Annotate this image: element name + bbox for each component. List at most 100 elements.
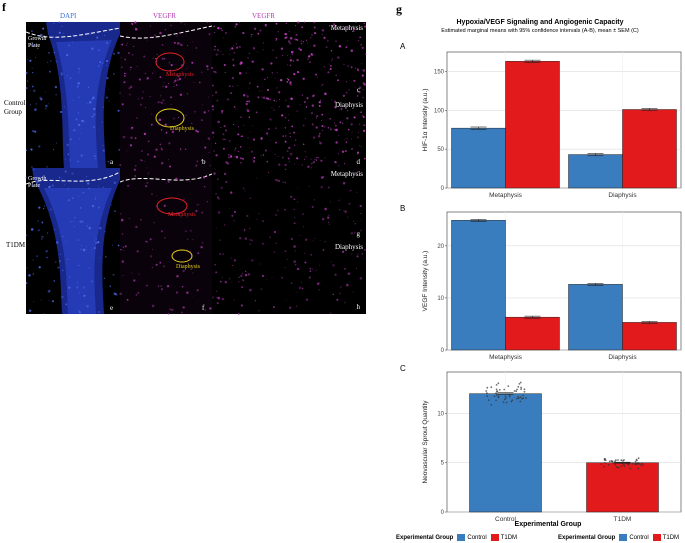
micrograph-vegfr-zoom-metaphysis-t1dm: Metaphysis g (212, 168, 366, 241)
data-point (522, 394, 524, 397)
data-point (496, 390, 498, 393)
data-point (611, 460, 613, 463)
bar-t1dm-diaphysis (622, 322, 677, 351)
micrograph-dapi-t1dm: Growth Plate e (26, 168, 120, 314)
data-point (604, 459, 607, 462)
data-point (520, 386, 522, 389)
legend-label-t1dm-2: T1DM (662, 534, 680, 541)
x-tick-label: Metaphysis (489, 354, 523, 361)
bar-t1dm-diaphysis (622, 109, 677, 189)
data-point (521, 397, 523, 400)
dapi-tissue-shape-t1dm (26, 168, 120, 314)
data-point (513, 390, 516, 392)
chart-panel-A: A 0 50 100 150 Metaphysis Diaphysis HIF-1α Inte… (400, 42, 682, 199)
data-point (495, 399, 497, 402)
data-point (495, 384, 498, 386)
data-point (635, 463, 638, 466)
legend-title-2: Experimental Group (558, 534, 616, 541)
vegfr-texture (120, 22, 212, 168)
data-point (516, 397, 518, 400)
data-point (620, 465, 623, 468)
data-point (614, 464, 617, 466)
data-point (486, 386, 489, 389)
data-point (497, 395, 500, 398)
data-point (504, 395, 507, 398)
legend-label-control-1: Control (467, 534, 487, 541)
data-point (485, 390, 488, 392)
data-point (620, 459, 623, 462)
zoom-label-metaphysis-control: Metaphysis (330, 24, 363, 32)
data-point (523, 390, 526, 393)
y-tick-label: 10 (437, 296, 444, 302)
bar-t1dm-metaphysis (505, 61, 560, 189)
metaphysis-roi-label-control: Metaphysis (166, 72, 194, 78)
data-point (617, 459, 619, 461)
y-tick-label: 100 (434, 108, 445, 114)
x-axis-title: Experimental Group (514, 521, 582, 528)
chart-title: Hypoxia/VEGF Signaling and Angiogenic Ca… (456, 19, 624, 26)
y-axis-label: Neovascular Sprout Quantity (422, 400, 429, 484)
data-point (487, 399, 490, 401)
data-point (496, 394, 498, 396)
zoom-label-metaphysis-t1dm: Metaphysis (330, 170, 363, 178)
y-tick-label: 0 (441, 510, 445, 516)
chart-subtitle: Estimated marginal means with 95% confid… (441, 28, 639, 34)
data-point (629, 467, 632, 470)
y-axis-label: VEGF Intensity (a.u.) (422, 251, 429, 312)
micrograph-vegfr-zoom-metaphysis-control: Metaphysis c (212, 22, 366, 95)
chart-panel-C: C 0 5 10 Control T1DM Neovascular Sprout Quant… (400, 364, 682, 523)
data-point (634, 460, 637, 463)
y-tick-label: 0 (441, 348, 445, 354)
data-point (493, 395, 496, 398)
diaphysis-roi-label-control: Diaphysis (170, 126, 194, 132)
column-header-dapi: DAPI (60, 12, 77, 20)
subpanel-letter-c: c (356, 86, 360, 94)
subpanel-letter-f: f (202, 304, 205, 312)
x-tick-label: Control (495, 516, 517, 523)
x-tick-label: T1DM (614, 516, 632, 523)
data-point (502, 401, 505, 403)
row-label-control-group: Control Group (4, 99, 26, 116)
data-point (600, 463, 603, 465)
subpanel-letter-g: g (356, 230, 361, 238)
dapi-tissue-shape (26, 22, 120, 168)
subpanel-letter-a: a (110, 158, 114, 166)
data-point (495, 388, 498, 391)
roi-metaphysis-control (155, 52, 185, 128)
data-point (614, 460, 616, 463)
data-point (519, 381, 522, 384)
zoom-label-diaphysis-control: Diaphysis (335, 101, 363, 109)
subpanel-letter-e: e (110, 304, 114, 312)
data-point (497, 382, 500, 385)
row-label-t1dm: T1DM (6, 241, 26, 249)
growth-plate-label: Growth Plate (28, 36, 47, 49)
panel-letter-A: A (400, 42, 406, 51)
bar-control-metaphysis (451, 220, 506, 351)
y-tick-label: 5 (441, 461, 445, 467)
bar-control (469, 393, 542, 513)
legend-label-t1dm-1: T1DM (500, 534, 518, 541)
data-point (634, 462, 636, 465)
column-header-vegfr-1: VEGFR (153, 12, 176, 20)
data-point (517, 396, 520, 398)
bar-control-diaphysis (568, 284, 623, 351)
legend-swatch-control-2 (619, 534, 628, 541)
data-point (504, 397, 507, 400)
data-point (637, 462, 640, 465)
data-point (490, 386, 493, 389)
panel-letter-C: C (400, 364, 406, 373)
chart-panel-B: B 0 10 20 Metaphysis Diaphysis VEGF Intensity … (400, 204, 682, 361)
data-point (519, 400, 522, 403)
legend-swatch-t1dm-1 (490, 534, 499, 541)
legend-title-1: Experimental Group (396, 534, 454, 541)
data-point (520, 388, 522, 390)
data-point (503, 398, 506, 401)
legend-1: Experimental Group Control T1DM (396, 534, 517, 541)
data-point (640, 463, 642, 466)
bar-control-diaphysis (568, 154, 623, 189)
data-point (642, 464, 644, 467)
data-point (490, 404, 493, 406)
data-point (505, 401, 508, 404)
bar-control-metaphysis (451, 127, 506, 189)
column-header-vegfr-2: VEGFR (252, 12, 275, 20)
